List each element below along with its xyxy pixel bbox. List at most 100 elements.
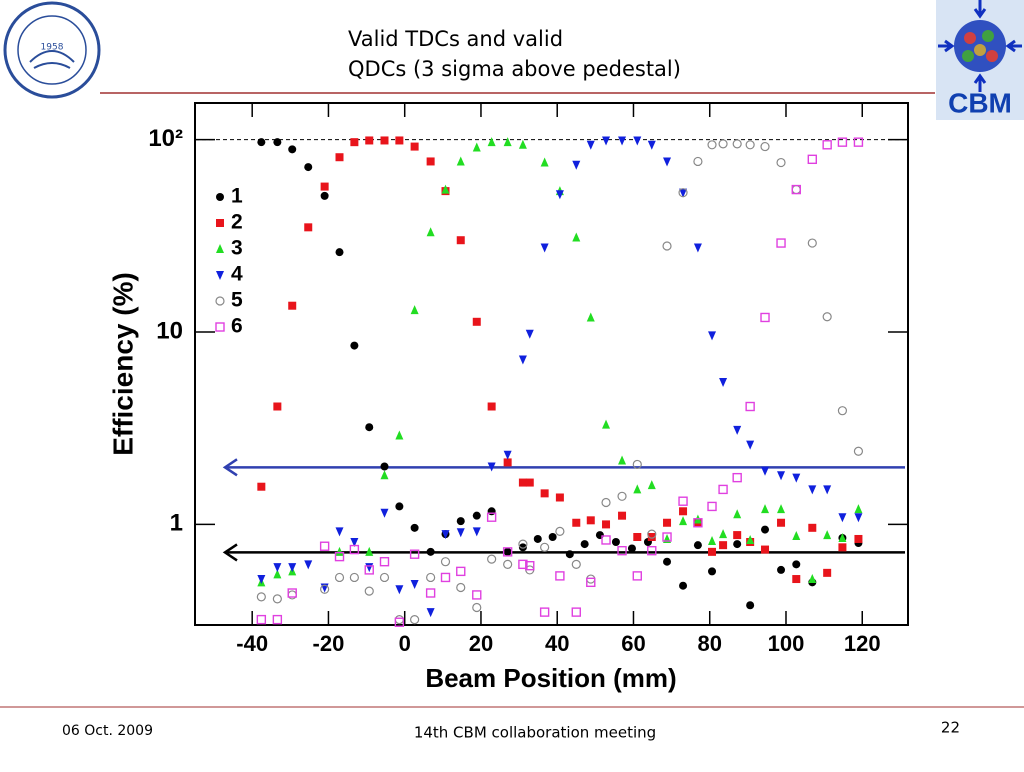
data-point — [472, 590, 482, 600]
data-point — [854, 513, 863, 523]
data-point — [854, 534, 863, 543]
data-point — [719, 377, 728, 387]
data-point — [379, 572, 390, 583]
data-point — [633, 533, 642, 542]
data-point — [732, 472, 742, 483]
data-point — [633, 136, 642, 146]
data-point — [719, 541, 728, 550]
data-point — [662, 241, 672, 251]
university-logo: 1958 — [3, 1, 101, 99]
data-point — [395, 585, 404, 595]
legend-marker — [216, 244, 224, 253]
data-point — [663, 518, 672, 527]
data-point — [586, 312, 595, 322]
data-point — [838, 532, 847, 542]
data-point — [791, 184, 801, 195]
data-point — [708, 535, 717, 545]
data-point — [472, 602, 482, 613]
data-point — [472, 511, 481, 520]
legend-label: 6 — [231, 315, 243, 338]
data-point — [707, 501, 717, 512]
data-point — [487, 462, 496, 472]
data-point — [272, 614, 283, 625]
data-point — [718, 484, 728, 495]
data-point — [647, 545, 657, 556]
data-point — [502, 547, 513, 557]
arrow-head — [222, 458, 238, 477]
data-point — [602, 136, 611, 146]
cbm-logo: CBM — [936, 0, 1024, 120]
data-point — [618, 455, 627, 465]
data-point — [760, 312, 770, 323]
logo-text: CBM — [948, 87, 1012, 118]
data-point — [335, 527, 344, 537]
legend-label: 2 — [231, 211, 243, 234]
data-point — [571, 607, 581, 617]
x-axis-label: Beam Position (mm) — [425, 663, 676, 693]
data-point — [807, 238, 817, 248]
data-point — [853, 446, 864, 456]
data-point — [823, 530, 832, 540]
logo-year: 1958 — [41, 43, 64, 53]
data-point — [349, 544, 360, 555]
data-point — [410, 142, 419, 151]
data-point — [632, 571, 642, 581]
data-point — [456, 528, 465, 538]
data-point — [745, 401, 755, 412]
data-point — [395, 136, 404, 145]
data-point — [760, 141, 770, 152]
data-point — [540, 542, 550, 552]
data-point — [571, 559, 581, 569]
legend-marker — [215, 322, 225, 332]
data-point — [365, 423, 374, 432]
data-point — [472, 527, 481, 537]
x-tick-label: -20 — [313, 631, 345, 656]
data-point — [288, 301, 297, 310]
data-point — [319, 541, 330, 551]
data-point — [777, 471, 786, 481]
data-point — [426, 572, 436, 583]
data-point — [555, 571, 565, 581]
data-point — [633, 484, 642, 494]
data-point — [456, 566, 466, 577]
data-point — [733, 531, 742, 540]
data-point — [693, 156, 703, 167]
data-point — [733, 509, 742, 519]
data-point — [823, 485, 832, 495]
data-point — [540, 157, 549, 167]
data-point — [572, 518, 581, 527]
data-point — [518, 559, 528, 570]
data-point — [602, 520, 611, 529]
y-axis-label: Efficiency (%) — [107, 272, 138, 456]
data-point — [518, 139, 527, 149]
data-point — [256, 614, 267, 625]
data-point — [518, 539, 528, 549]
data-point — [853, 137, 864, 147]
data-point — [586, 516, 595, 525]
y-tick-label: 10² — [148, 125, 183, 152]
title-line: QDCs (3 sigma above pedestal) — [348, 57, 681, 81]
legend-label: 5 — [231, 289, 243, 312]
data-point — [334, 551, 345, 562]
data-point — [487, 402, 496, 411]
data-point — [426, 608, 435, 618]
data-point — [503, 547, 512, 556]
data-point — [365, 546, 374, 556]
data-point — [679, 581, 688, 590]
data-point — [288, 145, 297, 154]
data-point — [808, 574, 817, 584]
data-point — [586, 140, 595, 150]
data-point — [487, 554, 497, 564]
data-point — [555, 493, 564, 502]
x-tick-label: 20 — [469, 631, 493, 656]
data-point — [503, 559, 513, 569]
data-point — [503, 137, 512, 147]
data-point — [304, 560, 313, 570]
data-point — [746, 601, 755, 610]
data-point — [761, 525, 770, 534]
data-point — [518, 355, 527, 365]
data-point — [663, 157, 672, 167]
data-point — [272, 594, 282, 604]
